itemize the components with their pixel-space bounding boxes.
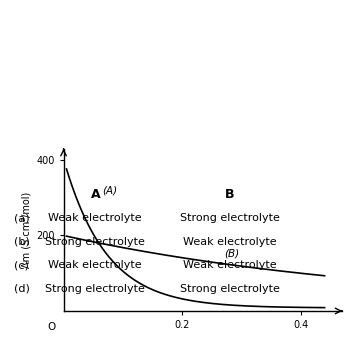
Text: (c): (c)	[14, 260, 29, 270]
Text: (a): (a)	[14, 213, 30, 223]
Text: Strong electrolyte: Strong electrolyte	[46, 237, 145, 247]
Text: Weak electrolyte: Weak electrolyte	[48, 213, 142, 223]
Text: (b): (b)	[14, 237, 30, 247]
Text: (B): (B)	[224, 248, 239, 258]
Text: Weak electrolyte: Weak electrolyte	[183, 260, 276, 270]
Y-axis label: Λm (S cm²/mol): Λm (S cm²/mol)	[22, 192, 32, 268]
Text: Strong electrolyte: Strong electrolyte	[180, 284, 279, 294]
Text: (A): (A)	[102, 186, 117, 196]
Text: O: O	[48, 322, 56, 332]
Text: Weak electrolyte: Weak electrolyte	[183, 237, 276, 247]
Text: A: A	[90, 188, 100, 201]
Text: Strong electrolyte: Strong electrolyte	[180, 213, 279, 223]
Text: (d): (d)	[14, 284, 30, 294]
Text: B: B	[225, 188, 234, 201]
Text: Weak electrolyte: Weak electrolyte	[48, 260, 142, 270]
Text: Strong electrolyte: Strong electrolyte	[46, 284, 145, 294]
